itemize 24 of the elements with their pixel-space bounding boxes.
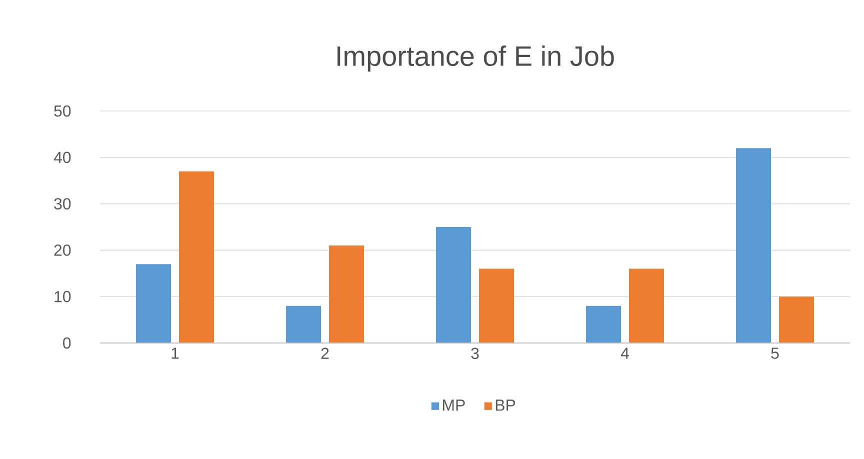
- bar: [436, 226, 472, 343]
- x-tick-label: 4: [620, 348, 629, 359]
- y-tick-label: 40: [54, 152, 71, 164]
- x-tick-label: 2: [321, 348, 329, 359]
- legend-label: MP: [442, 400, 465, 411]
- legend-label: BP: [496, 400, 516, 411]
- x-tick-label: 5: [771, 348, 779, 359]
- bar: [586, 306, 622, 343]
- y-tick-label: 10: [54, 290, 71, 302]
- bar: [136, 264, 172, 343]
- chart-title: Importance of E in Job: [338, 46, 614, 72]
- bar: [736, 148, 771, 343]
- y-tick-label: 50: [54, 105, 71, 117]
- bar: [179, 171, 214, 343]
- bar: [329, 246, 364, 343]
- bar: [629, 268, 664, 343]
- x-tick-label: 3: [471, 348, 479, 360]
- y-tick-label: 20: [54, 244, 71, 256]
- bar: [286, 306, 322, 343]
- bar: [779, 296, 814, 343]
- bar: [479, 268, 514, 343]
- x-tick-label: 1: [172, 348, 179, 359]
- y-tick-label: 0: [63, 337, 71, 349]
- y-tick-label: 30: [54, 198, 71, 210]
